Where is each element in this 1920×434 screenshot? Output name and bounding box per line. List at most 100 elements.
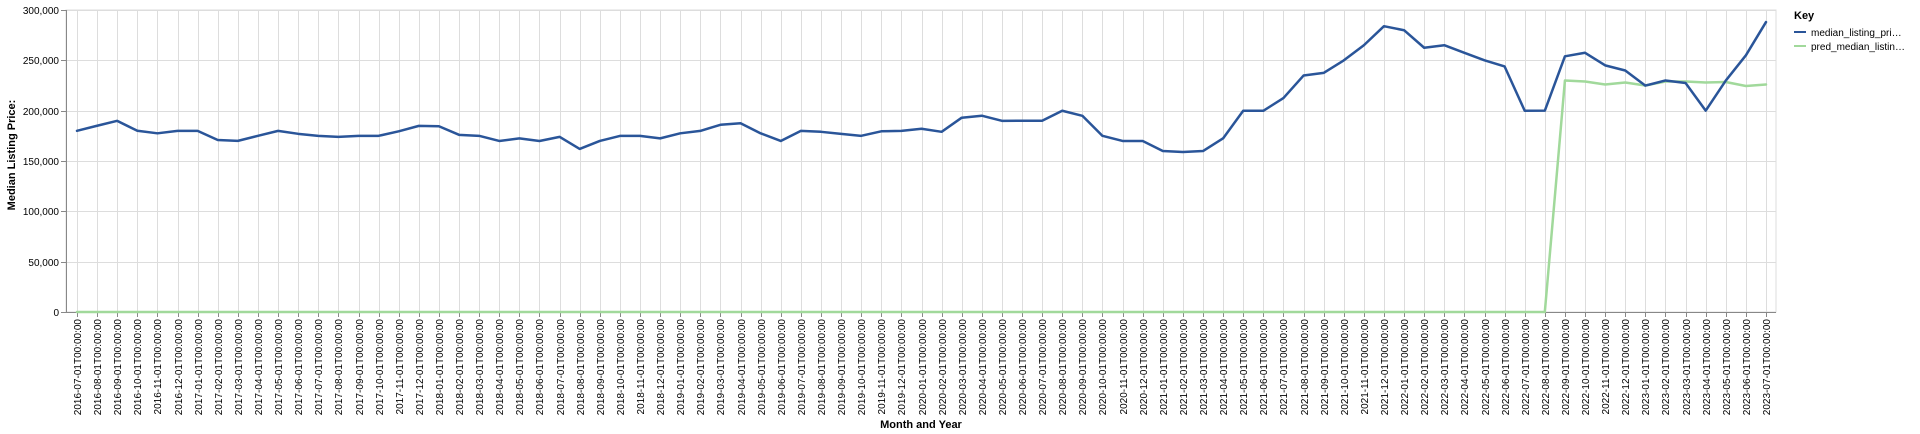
x-tick-label: 2017-08-01T00:00:00 [334, 319, 345, 416]
x-tick-label: 2019-10-01T00:00:00 [857, 319, 868, 416]
x-tick-label: 2017-10-01T00:00:00 [375, 319, 386, 416]
x-tick-label: 2016-11-01T00:00:00 [153, 319, 164, 415]
x-tick-label: 2020-09-01T00:00:00 [1078, 319, 1089, 416]
y-tick-label: 200,000 [23, 107, 60, 118]
x-tick-label: 2022-01-01T00:00:00 [1400, 319, 1411, 416]
x-tick-label: 2018-02-01T00:00:00 [455, 319, 466, 416]
x-tick-label: 2023-02-01T00:00:00 [1661, 319, 1672, 416]
x-tick-label: 2021-01-01T00:00:00 [1159, 319, 1170, 416]
x-tick-label: 2020-11-01T00:00:00 [1119, 319, 1130, 415]
x-tick-label: 2019-01-01T00:00:00 [676, 319, 687, 416]
x-tick-label: 2021-09-01T00:00:00 [1320, 319, 1331, 416]
x-tick-label: 2016-09-01T00:00:00 [113, 319, 124, 416]
x-tick-label: 2021-02-01T00:00:00 [1179, 319, 1190, 416]
x-tick-label: 2017-11-01T00:00:00 [395, 319, 406, 415]
x-tick-label: 2022-07-01T00:00:00 [1521, 319, 1532, 416]
x-tick-label: 2020-02-01T00:00:00 [938, 319, 949, 416]
x-tick-label: 2021-03-01T00:00:00 [1199, 319, 1210, 416]
legend: Key median_listing_pri… pred_median_list… [1794, 10, 1905, 53]
y-axis-title: Median Listing Price: [6, 100, 18, 211]
x-tick-label: 2022-04-01T00:00:00 [1460, 319, 1471, 416]
x-tick-label: 2019-06-01T00:00:00 [777, 319, 788, 416]
x-tick-label: 2019-04-01T00:00:00 [737, 319, 748, 416]
x-tick-label: 2021-06-01T00:00:00 [1259, 319, 1270, 416]
x-tick-label: 2022-11-01T00:00:00 [1601, 319, 1612, 415]
legend-label-pred-median-listing-price: pred_median_listin… [1811, 42, 1905, 53]
axis-layer: 0 50,000 100,000 150,000 200,000 250,000 300,0… [23, 6, 1776, 415]
x-tick-label: 2021-11-01T00:00:00 [1360, 319, 1371, 415]
x-tick-label: 2019-07-01T00:00:00 [797, 319, 808, 416]
x-tick-label: 2020-12-01T00:00:00 [1139, 319, 1150, 416]
grid-layer [65, 9, 1777, 313]
x-tick-label: 2020-06-01T00:00:00 [1018, 319, 1029, 416]
x-tick-label: 2016-07-01T00:00:00 [73, 319, 84, 416]
x-tick-label: 2023-04-01T00:00:00 [1702, 319, 1713, 416]
x-tick-label: 2018-03-01T00:00:00 [475, 319, 486, 416]
x-tick-label: 2022-12-01T00:00:00 [1621, 319, 1632, 416]
x-tick-label: 2020-07-01T00:00:00 [1038, 319, 1049, 416]
legend-title: Key [1794, 10, 1815, 22]
x-tick-label: 2017-05-01T00:00:00 [274, 319, 285, 416]
x-tick-label: 2022-06-01T00:00:00 [1501, 319, 1512, 416]
series-line-median-listing-price [75, 20, 1768, 154]
x-tick-label: 2016-10-01T00:00:00 [133, 319, 144, 416]
x-tick-label: 2022-02-01T00:00:00 [1420, 319, 1431, 416]
x-tick-label: 2023-06-01T00:00:00 [1742, 319, 1753, 416]
x-tick-label: 2019-08-01T00:00:00 [817, 319, 828, 416]
x-tick-label: 2020-03-01T00:00:00 [958, 319, 969, 416]
x-tick-label: 2023-05-01T00:00:00 [1722, 319, 1733, 416]
x-axis-title: Month and Year [880, 419, 962, 431]
x-tick-label: 2019-02-01T00:00:00 [696, 319, 707, 416]
x-tick-label: 2022-09-01T00:00:00 [1561, 319, 1572, 416]
x-tick-label: 2018-11-01T00:00:00 [636, 319, 647, 415]
x-tick-label: 2018-04-01T00:00:00 [495, 319, 506, 416]
x-tick-label: 2020-10-01T00:00:00 [1098, 319, 1109, 416]
x-tick-label: 2018-10-01T00:00:00 [616, 319, 627, 416]
x-tick-label: 2023-01-01T00:00:00 [1641, 319, 1652, 416]
x-tick-label: 2019-03-01T00:00:00 [716, 319, 727, 416]
x-tick-label: 2021-07-01T00:00:00 [1279, 319, 1290, 416]
series-layer [75, 20, 1768, 314]
x-tick-label: 2022-08-01T00:00:00 [1541, 319, 1552, 416]
x-tick-label: 2017-06-01T00:00:00 [294, 319, 305, 416]
x-tick-label: 2021-04-01T00:00:00 [1219, 319, 1230, 416]
x-tick-label: 2017-03-01T00:00:00 [234, 319, 245, 416]
y-tick-label: 300,000 [23, 6, 60, 17]
x-tick-label: 2017-07-01T00:00:00 [314, 319, 325, 416]
x-tick-label: 2017-01-01T00:00:00 [194, 319, 205, 416]
x-tick-label: 2023-07-01T00:00:00 [1762, 319, 1773, 416]
x-tick-label: 2021-12-01T00:00:00 [1380, 319, 1391, 416]
x-tick-label: 2020-08-01T00:00:00 [1058, 319, 1069, 416]
x-tick-label: 2018-07-01T00:00:00 [556, 319, 567, 416]
series-line-pred-median-listing-price [75, 79, 1768, 314]
y-tick-label: 0 [53, 308, 59, 319]
x-tick-label: 2017-09-01T00:00:00 [355, 319, 366, 416]
y-tick-label: 150,000 [23, 157, 60, 168]
x-tick-label: 2021-05-01T00:00:00 [1239, 319, 1250, 416]
x-tick-label: 2020-04-01T00:00:00 [978, 319, 989, 416]
x-tick-label: 2016-12-01T00:00:00 [174, 319, 185, 416]
x-tick-label: 2020-01-01T00:00:00 [918, 319, 929, 416]
x-tick-label: 2019-09-01T00:00:00 [837, 319, 848, 416]
x-tick-label: 2022-10-01T00:00:00 [1581, 319, 1592, 416]
x-tick-label: 2019-11-01T00:00:00 [877, 319, 888, 415]
x-tick-label: 2020-05-01T00:00:00 [998, 319, 1009, 416]
legend-label-median-listing-price: median_listing_pri… [1811, 28, 1902, 39]
x-tick-label: 2016-08-01T00:00:00 [93, 319, 104, 416]
x-tick-label: 2017-12-01T00:00:00 [415, 319, 426, 416]
x-tick-label: 2018-12-01T00:00:00 [656, 319, 667, 416]
x-tick-label: 2022-03-01T00:00:00 [1440, 319, 1451, 416]
x-tick-label: 2018-01-01T00:00:00 [435, 319, 446, 416]
x-tick-label: 2023-03-01T00:00:00 [1682, 319, 1693, 416]
y-tick-label: 50,000 [28, 258, 59, 269]
x-tick-label: 2019-12-01T00:00:00 [897, 319, 908, 416]
x-tick-label: 2019-05-01T00:00:00 [757, 319, 768, 416]
y-tick-label: 250,000 [23, 56, 60, 67]
x-tick-label: 2018-05-01T00:00:00 [515, 319, 526, 416]
x-tick-label: 2021-10-01T00:00:00 [1340, 319, 1351, 416]
x-tick-label: 2021-08-01T00:00:00 [1300, 319, 1311, 416]
x-tick-label: 2018-08-01T00:00:00 [576, 319, 587, 416]
x-tick-label: 2017-02-01T00:00:00 [214, 319, 225, 416]
